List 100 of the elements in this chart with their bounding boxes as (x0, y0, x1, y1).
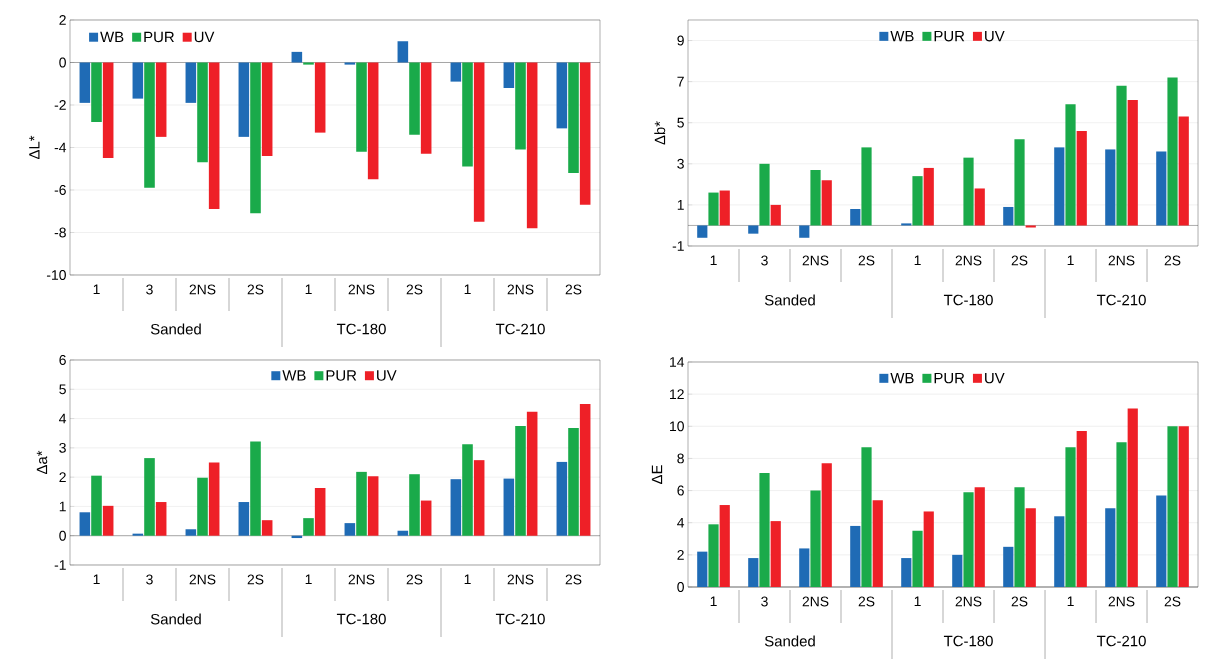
bar (901, 558, 912, 587)
x-tick-label: 3 (146, 284, 153, 295)
bar (759, 472, 770, 587)
bar (356, 62, 367, 152)
bar (91, 475, 102, 536)
bar (556, 461, 568, 536)
text: TC-180 (943, 294, 993, 306)
x-tick-label: 1 (914, 596, 921, 607)
x-tick-label: 1 (93, 574, 100, 585)
x-tick-label: 2NS (348, 574, 375, 585)
x-tick-label: 2S (1164, 255, 1181, 266)
x-tick-label: 2S (565, 284, 582, 295)
bar (79, 512, 91, 536)
bar (974, 487, 985, 587)
x-tick-label: 1 (710, 596, 717, 607)
bar (1116, 85, 1127, 226)
bar (923, 511, 934, 587)
bar (923, 167, 934, 226)
bar (1003, 206, 1014, 226)
bar (132, 533, 144, 536)
y-axis-title: Δa* (36, 450, 48, 475)
legend-label: UV (377, 370, 397, 381)
x-tick-label: 2NS (955, 596, 982, 607)
y-tick-label: 1 (677, 200, 684, 210)
bar (197, 477, 208, 536)
bar (344, 62, 356, 65)
bar (770, 204, 781, 226)
y-tick-label: -1 (54, 560, 66, 570)
y-tick-label: 2 (677, 549, 684, 560)
bar (697, 551, 708, 587)
bar (579, 403, 591, 536)
bar (261, 62, 273, 156)
bar (759, 163, 770, 226)
bar (303, 518, 314, 536)
y-tick-label: 5 (59, 384, 66, 395)
bar (208, 62, 220, 210)
bar (450, 62, 462, 82)
y-tick-label: 2 (59, 15, 66, 25)
bar (1065, 447, 1076, 587)
bar (1025, 225, 1036, 228)
bar (144, 62, 155, 188)
bar (102, 62, 114, 159)
bar (250, 62, 261, 214)
bar (420, 500, 432, 536)
bar (1014, 139, 1025, 226)
text: Sanded (764, 635, 815, 647)
x-tick-label: 2NS (507, 284, 534, 295)
y-tick-label: 8 (677, 453, 684, 464)
bar (344, 523, 356, 536)
bar (952, 554, 963, 587)
bar (556, 62, 568, 129)
x-tick-label: 3 (761, 255, 768, 266)
x-tick-label: 1 (464, 284, 471, 295)
bar (748, 558, 759, 587)
y-tick-label: 6 (59, 355, 66, 365)
legend-label: PUR (326, 370, 357, 381)
x-tick-label: 2NS (955, 255, 982, 266)
legend-label: WB (282, 370, 306, 381)
y-tick-label: 14 (670, 357, 685, 367)
bar (462, 444, 473, 536)
text: TC-210 (1096, 635, 1146, 647)
y-tick-label: 0 (677, 582, 684, 592)
y-tick-label: -2 (54, 100, 66, 110)
text: Sanded (150, 323, 201, 335)
bar (1156, 151, 1167, 226)
x-tick-label: 2S (247, 574, 264, 585)
x-tick-label: 2S (1011, 596, 1028, 607)
bar (261, 520, 273, 536)
bar (473, 62, 485, 222)
y-tick-label: 7 (677, 76, 684, 87)
bar (473, 460, 485, 536)
bar (397, 41, 409, 63)
y-tick-label: -1 (672, 241, 684, 251)
bar (1178, 116, 1189, 226)
x-tick-label: 3 (761, 596, 768, 607)
bar (1127, 100, 1138, 226)
bar (719, 190, 730, 226)
bar (102, 505, 114, 536)
bar (450, 479, 462, 536)
bar (901, 223, 912, 226)
bar (963, 157, 974, 226)
bar (799, 225, 810, 238)
bar (314, 62, 326, 133)
bar (872, 500, 883, 587)
bar (367, 476, 379, 536)
x-tick-label: 3 (146, 574, 153, 585)
bar (579, 62, 591, 205)
y-tick-label: 12 (670, 389, 684, 400)
bar (144, 458, 155, 536)
bar (974, 188, 985, 226)
bar (409, 474, 420, 536)
x-tick-label: 2NS (1108, 596, 1135, 607)
x-tick-label: 1 (914, 255, 921, 266)
bar (367, 62, 379, 180)
x-tick-label: 2NS (348, 284, 375, 295)
x-tick-label: 2S (406, 574, 423, 585)
bar (568, 427, 579, 536)
y-tick-label: 10 (670, 421, 684, 432)
bar (197, 62, 208, 163)
text: TC-180 (336, 613, 386, 625)
